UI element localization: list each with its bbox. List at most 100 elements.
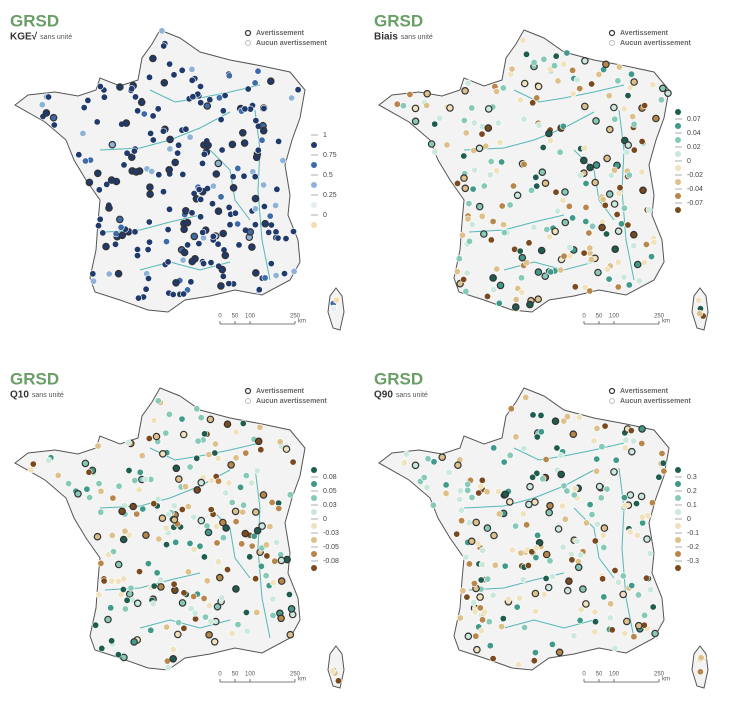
station-dot (521, 623, 529, 631)
colorbar-label: 0 (687, 158, 691, 165)
station-dot (182, 483, 190, 491)
station-dot (431, 120, 439, 128)
station-dot (499, 615, 507, 623)
station-dot (97, 559, 105, 567)
station-dot (210, 637, 219, 646)
station-dot (542, 550, 551, 559)
station-dot (635, 277, 643, 285)
station-dot (620, 273, 628, 281)
scale-label: 100 (245, 314, 256, 320)
station-dot (108, 140, 117, 149)
legend-symbol (245, 40, 251, 46)
scale-label: 0 (582, 672, 586, 678)
station-dot (457, 487, 465, 495)
station-dot (611, 567, 619, 575)
station-dot (519, 510, 527, 518)
station-dot (479, 546, 487, 554)
station-dot (79, 129, 87, 137)
station-dot (512, 303, 520, 311)
station-dot (127, 584, 135, 592)
station-dot (489, 218, 497, 226)
station-dot (160, 42, 168, 50)
station-dot (150, 500, 158, 508)
colorbar-label: -0.07 (687, 200, 703, 207)
station-dot (50, 121, 58, 129)
station-dot (200, 553, 208, 561)
station-dot (627, 427, 635, 435)
station-dot (164, 663, 172, 671)
station-dot (546, 233, 554, 241)
station-dot (175, 141, 183, 149)
station-dot (139, 505, 147, 513)
station-dot (658, 450, 666, 458)
station-dot (251, 221, 259, 229)
station-dot (234, 621, 242, 629)
colorbar-label: 0.3 (687, 474, 697, 481)
station-dot (633, 531, 641, 539)
station-dot (583, 519, 591, 527)
station-dot (286, 630, 295, 639)
station-dot (522, 393, 530, 401)
station-dot (552, 52, 560, 60)
colorbar-label: 1 (323, 132, 327, 139)
station-dot (565, 577, 573, 586)
station-dot (557, 452, 565, 460)
station-dot (120, 653, 128, 662)
station-dot (178, 415, 186, 423)
station-dot (484, 292, 492, 300)
station-dot (537, 428, 545, 436)
station-dot (464, 486, 472, 494)
station-dot (658, 84, 667, 93)
station-dot (86, 494, 94, 502)
station-dot (520, 115, 528, 123)
station-dot (582, 180, 590, 188)
scale-unit: km (298, 677, 306, 683)
station-dot (160, 79, 169, 87)
station-dot (207, 506, 215, 514)
station-dot (595, 482, 604, 491)
station-dot (260, 181, 268, 189)
legend-symbol (608, 387, 616, 395)
station-dot (468, 104, 476, 112)
station-dot (612, 456, 620, 464)
station-dot (289, 228, 297, 236)
station-dot (180, 225, 188, 234)
station-dot (255, 286, 263, 294)
station-dot (498, 158, 506, 166)
station-dot (589, 222, 597, 230)
station-dot (203, 577, 211, 585)
station-dot (542, 575, 550, 583)
station-dot (559, 543, 567, 551)
station-dot (581, 56, 589, 65)
metric-name: Q90 (374, 390, 393, 401)
station-dot (585, 229, 593, 237)
station-dot (219, 229, 228, 238)
station-dot (597, 494, 605, 502)
scale-unit: km (298, 319, 306, 325)
colorbar-swatch (311, 182, 317, 188)
station-dot (603, 154, 611, 163)
station-dot (490, 531, 498, 540)
station-dot (592, 117, 600, 125)
station-dot (277, 556, 286, 565)
scale-label: 0 (218, 314, 222, 320)
station-dot (138, 452, 146, 460)
station-dot (490, 444, 498, 452)
station-dot (495, 510, 503, 518)
station-dot (650, 238, 658, 246)
station-dot (462, 129, 470, 137)
station-dot (508, 546, 516, 554)
station-dot (136, 568, 144, 576)
station-dot (460, 174, 468, 182)
station-dot (657, 96, 665, 104)
station-dot (513, 603, 521, 611)
station-dot (234, 164, 242, 172)
station-dot (560, 252, 568, 260)
station-dot (95, 591, 103, 599)
station-dot (134, 107, 142, 115)
station-dot (95, 480, 103, 488)
station-dot (197, 195, 205, 203)
station-dot (289, 458, 297, 466)
station-dot (624, 221, 632, 229)
station-dot (506, 451, 514, 459)
